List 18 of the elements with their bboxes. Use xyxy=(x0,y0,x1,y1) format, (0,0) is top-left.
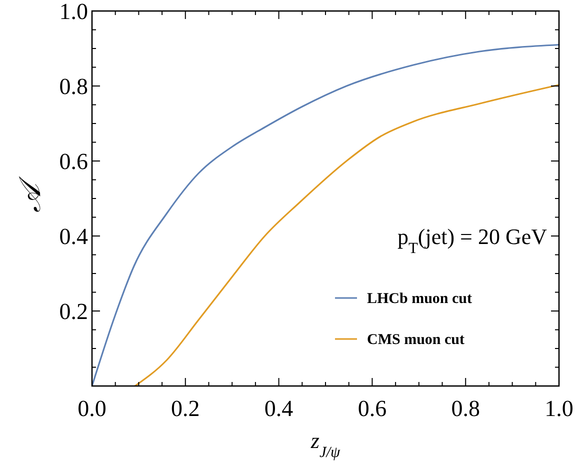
y-axis-title: 𝒜 xyxy=(14,176,47,212)
legend-label: LHCb muon cut xyxy=(367,291,472,307)
x-tick-label: 0.8 xyxy=(451,396,480,421)
x-tick-label: 0.0 xyxy=(78,396,106,421)
y-tick-label: 1.0 xyxy=(59,0,88,24)
line-series xyxy=(92,44,560,386)
y-tick-label: 0.4 xyxy=(59,224,88,249)
y-tick-label: 0.2 xyxy=(59,299,88,324)
x-tick-label: 0.4 xyxy=(264,396,294,421)
x-axis-title: z$_{J/ψ}$ xyxy=(310,428,341,460)
y-tick-label: 0.6 xyxy=(59,149,88,174)
y-tick-label: 0.8 xyxy=(59,74,88,99)
annotation: p$_{T}$(jet) = 20 GeV xyxy=(398,224,548,256)
x-tick-label: 0.6 xyxy=(358,396,387,421)
line-series xyxy=(134,84,560,386)
x-tick-label: 0.2 xyxy=(171,396,200,421)
x-tick-label: 1.0 xyxy=(544,396,574,421)
legend-label: CMS muon cut xyxy=(367,332,465,348)
